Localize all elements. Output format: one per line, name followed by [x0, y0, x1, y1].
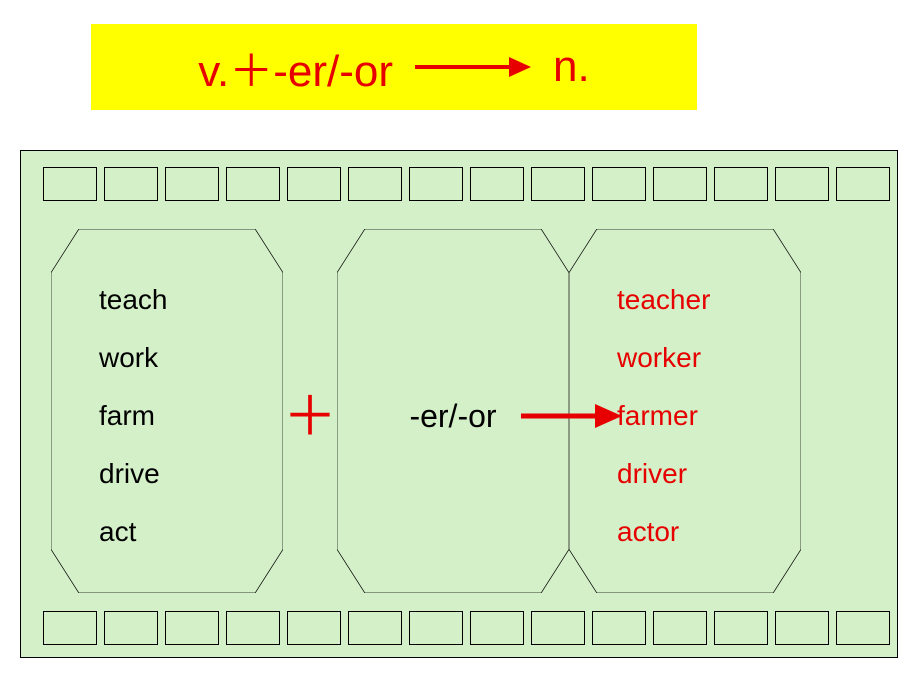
suffix-text: -er/-or	[409, 398, 496, 435]
verb-item: farm	[99, 400, 283, 432]
decor-square	[836, 611, 890, 645]
decor-row-bottom	[43, 611, 890, 645]
arrow-right-icon	[519, 396, 624, 436]
noun-list: teacher worker farmer driver actor	[617, 284, 801, 548]
decor-square	[775, 167, 829, 201]
decor-square	[226, 167, 280, 201]
decor-row-top	[43, 167, 890, 201]
decor-square	[287, 167, 341, 201]
decor-square	[165, 611, 219, 645]
noun-item: farmer	[617, 400, 801, 432]
decor-square	[104, 611, 158, 645]
content-row: teach work farm drive act ＋ -er/-or teacher w…	[21, 229, 897, 593]
arrow-right-icon	[413, 52, 533, 82]
decor-square	[775, 611, 829, 645]
verb-item: teach	[99, 284, 283, 316]
main-panel: teach work farm drive act ＋ -er/-or teacher w…	[20, 150, 898, 658]
decor-square	[409, 611, 463, 645]
decor-square	[287, 611, 341, 645]
decor-square	[836, 167, 890, 201]
decor-square	[653, 611, 707, 645]
formula-header: v.＋-er/-or n.	[91, 24, 697, 110]
decor-square	[348, 167, 402, 201]
noun-item: worker	[617, 342, 801, 374]
noun-item: driver	[617, 458, 801, 490]
decor-square	[470, 611, 524, 645]
decor-square	[592, 167, 646, 201]
decor-square	[531, 611, 585, 645]
verb-list: teach work farm drive act	[99, 284, 283, 548]
verb-item: drive	[99, 458, 283, 490]
decor-square	[165, 167, 219, 201]
plus-icon: ＋	[283, 372, 337, 451]
verbs-box: teach work farm drive act	[51, 229, 283, 593]
noun-item: teacher	[617, 284, 801, 316]
decor-square	[714, 167, 768, 201]
verb-item: act	[99, 516, 283, 548]
decor-square	[409, 167, 463, 201]
decor-square	[653, 167, 707, 201]
decor-square	[43, 167, 97, 201]
formula-left: v.＋-er/-or	[198, 35, 393, 99]
decor-square	[470, 167, 524, 201]
verb-item: work	[99, 342, 283, 374]
decor-square	[714, 611, 768, 645]
decor-square	[348, 611, 402, 645]
decor-square	[43, 611, 97, 645]
decor-square	[104, 167, 158, 201]
noun-item: actor	[617, 516, 801, 548]
decor-square	[226, 611, 280, 645]
formula-right: n.	[553, 42, 590, 92]
decor-square	[531, 167, 585, 201]
decor-square	[592, 611, 646, 645]
